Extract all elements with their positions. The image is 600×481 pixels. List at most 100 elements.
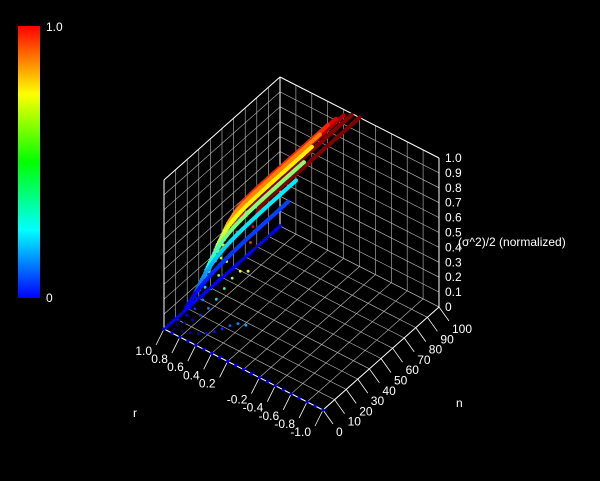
- z-tick-label: 0.7: [445, 196, 462, 210]
- data-point: [249, 372, 253, 376]
- y-tick-mark: [438, 306, 450, 322]
- floor-gridline: [245, 256, 405, 339]
- x-tick-mark: [251, 377, 260, 394]
- x-tick-label: -1.0: [290, 425, 311, 439]
- floor-gridline: [221, 277, 382, 359]
- y-tick-mark: [403, 337, 415, 353]
- z-tick-label: 0.4: [445, 240, 462, 254]
- floor-gridline: [195, 241, 312, 346]
- data-point: [219, 256, 223, 260]
- data-point: [162, 327, 166, 331]
- data-point: [186, 339, 190, 343]
- y-axis-label: n: [456, 396, 463, 410]
- x-tick-mark: [219, 361, 228, 378]
- z-tick-label: 0.6: [445, 211, 462, 225]
- z-tick-label: 0.1: [445, 285, 462, 299]
- data-point: [241, 367, 246, 372]
- data-point: [289, 392, 293, 396]
- x-tick-mark: [314, 409, 324, 427]
- data-point: [217, 277, 222, 282]
- x-axis-label: r: [133, 406, 137, 420]
- axis-frame-edge: [163, 76, 281, 181]
- data-point: [357, 115, 362, 120]
- x-tick-label: -0.2: [227, 393, 248, 407]
- data-point: [301, 160, 306, 165]
- data-point: [199, 313, 202, 317]
- data-point: [170, 331, 174, 335]
- data-point: [218, 355, 222, 359]
- floor-gridline: [268, 236, 428, 318]
- data-point: [214, 297, 218, 301]
- data-point: [231, 265, 236, 270]
- data-point: [249, 241, 252, 244]
- data-point: [325, 123, 330, 128]
- data-point: [273, 384, 277, 388]
- z-tick-label: 0.9: [445, 166, 462, 180]
- data-point: [193, 307, 197, 311]
- y-tick-label: 20: [359, 404, 373, 418]
- colorbar-min-label: 0: [46, 291, 53, 305]
- data-point: [229, 267, 234, 272]
- data-point: [341, 113, 346, 118]
- data-point: [252, 246, 257, 251]
- data-point: [191, 318, 194, 322]
- y-tick-mark: [369, 368, 380, 384]
- data-point: [238, 269, 242, 273]
- y-tick-label: 60: [406, 363, 420, 377]
- data-point: [222, 287, 226, 290]
- data-point: [321, 408, 325, 412]
- floor-gridline: [179, 233, 297, 338]
- data-point: [207, 306, 210, 310]
- data-point: [248, 251, 252, 255]
- y-tick-label: 70: [417, 353, 431, 367]
- x-tick-label: 0.8: [151, 352, 168, 366]
- data-point: [217, 274, 221, 277]
- colorbar-gradient: [18, 26, 40, 298]
- y-tick-mark: [345, 389, 357, 404]
- data-point: [194, 343, 198, 347]
- floor-gridline: [227, 258, 344, 362]
- data-point: [197, 296, 201, 300]
- data-point: [228, 324, 232, 327]
- data-point: [271, 230, 275, 234]
- x-tick-mark: [282, 393, 292, 410]
- data-point: [236, 322, 240, 325]
- data-point: [183, 321, 186, 325]
- data-point: [166, 323, 171, 327]
- data-point: [201, 298, 205, 302]
- data-point: [220, 275, 224, 280]
- data-point: [317, 132, 322, 137]
- data-point: [251, 225, 255, 229]
- floor-gridline: [279, 225, 440, 308]
- data-point: [333, 116, 338, 121]
- data-point: [196, 332, 200, 335]
- y-tick-mark: [415, 327, 427, 342]
- floor-gridline: [211, 250, 328, 354]
- data-point: [349, 112, 354, 117]
- data-point: [204, 331, 208, 335]
- x-tick-label: 0.2: [199, 376, 216, 390]
- y-tick-label: 100: [452, 322, 472, 336]
- data-point: [313, 404, 317, 408]
- y-tick-label: 90: [440, 332, 454, 346]
- data-point: [206, 288, 210, 292]
- wall-gridline: [163, 91, 281, 196]
- y-tick-mark: [392, 347, 403, 363]
- data-points: [162, 112, 362, 412]
- y-tick-label: 50: [394, 374, 408, 388]
- data-point: [183, 308, 187, 313]
- data-point: [241, 257, 245, 261]
- data-point: [171, 319, 176, 323]
- data-point: [254, 244, 259, 249]
- z-tick-label: 0.3: [445, 255, 462, 269]
- x-tick-mark: [155, 328, 165, 346]
- wall-gridline: [279, 91, 440, 174]
- data-point: [293, 178, 298, 183]
- data-point: [190, 302, 194, 307]
- y-tick-mark: [427, 317, 438, 332]
- data-point: [234, 363, 238, 367]
- floor-gridline: [256, 246, 416, 328]
- x-tick-label: -0.4: [243, 401, 264, 415]
- data-point: [173, 316, 178, 321]
